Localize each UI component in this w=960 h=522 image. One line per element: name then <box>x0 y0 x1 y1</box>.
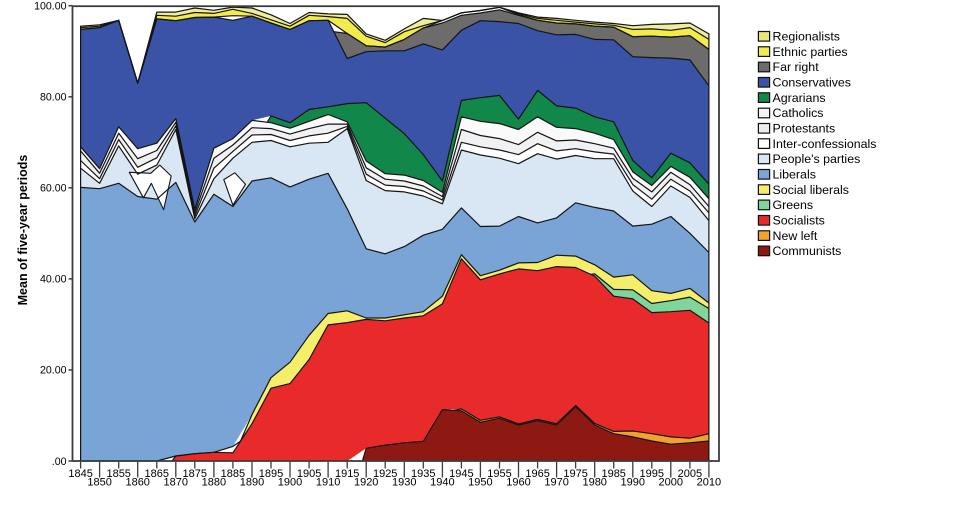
svg-text:1935: 1935 <box>411 468 435 480</box>
svg-text:1995: 1995 <box>640 468 664 480</box>
svg-text:Social liberals: Social liberals <box>773 183 849 197</box>
svg-text:Greens: Greens <box>773 198 814 212</box>
svg-text:1945: 1945 <box>449 468 473 480</box>
svg-text:1950: 1950 <box>468 477 492 489</box>
svg-text:1960: 1960 <box>506 477 530 489</box>
svg-text:1900: 1900 <box>278 477 302 489</box>
svg-text:Inter-confessionals: Inter-confessionals <box>773 137 877 151</box>
svg-text:Mean of five-year periods: Mean of five-year periods <box>16 155 30 306</box>
svg-text:1970: 1970 <box>544 477 568 489</box>
svg-text:1850: 1850 <box>87 477 111 489</box>
svg-text:2005: 2005 <box>678 468 702 480</box>
svg-text:.00: .00 <box>52 456 67 468</box>
svg-text:Communists: Communists <box>773 244 842 258</box>
svg-text:People's parties: People's parties <box>773 152 861 166</box>
svg-text:Socialists: Socialists <box>773 214 825 228</box>
svg-text:1895: 1895 <box>259 468 283 480</box>
svg-text:1915: 1915 <box>335 468 359 480</box>
svg-text:1940: 1940 <box>430 477 454 489</box>
svg-text:1905: 1905 <box>297 468 321 480</box>
svg-text:1910: 1910 <box>316 477 340 489</box>
svg-text:1980: 1980 <box>582 477 606 489</box>
svg-text:Catholics: Catholics <box>773 106 824 120</box>
svg-text:Liberals: Liberals <box>773 168 816 182</box>
svg-text:1965: 1965 <box>525 468 549 480</box>
svg-text:New left: New left <box>773 229 818 243</box>
svg-text:1920: 1920 <box>354 477 378 489</box>
svg-text:Conservatives: Conservatives <box>773 76 852 90</box>
svg-text:1860: 1860 <box>125 477 149 489</box>
svg-text:Far right: Far right <box>773 60 820 74</box>
svg-text:1855: 1855 <box>106 468 130 480</box>
svg-text:1875: 1875 <box>183 468 207 480</box>
svg-text:1880: 1880 <box>202 477 226 489</box>
svg-text:Agrarians: Agrarians <box>773 91 826 105</box>
svg-text:80.00: 80.00 <box>40 92 67 104</box>
svg-text:1870: 1870 <box>164 477 188 489</box>
svg-text:60.00: 60.00 <box>40 183 67 195</box>
svg-text:2010: 2010 <box>697 477 721 489</box>
svg-text:1975: 1975 <box>563 468 587 480</box>
svg-text:Ethnic parties: Ethnic parties <box>773 45 848 59</box>
svg-text:1885: 1885 <box>221 468 245 480</box>
svg-text:2000: 2000 <box>659 477 683 489</box>
svg-text:1930: 1930 <box>392 477 416 489</box>
svg-text:1890: 1890 <box>240 477 264 489</box>
svg-text:1925: 1925 <box>373 468 397 480</box>
svg-text:100.00: 100.00 <box>34 1 67 13</box>
svg-text:40.00: 40.00 <box>40 274 67 286</box>
svg-text:1990: 1990 <box>621 477 645 489</box>
svg-text:Regionalists: Regionalists <box>773 30 841 44</box>
svg-text:1865: 1865 <box>145 468 169 480</box>
svg-text:1955: 1955 <box>487 468 511 480</box>
svg-text:20.00: 20.00 <box>40 365 67 377</box>
svg-text:Protestants: Protestants <box>773 122 836 136</box>
svg-text:1845: 1845 <box>68 468 92 480</box>
svg-text:1985: 1985 <box>601 468 625 480</box>
